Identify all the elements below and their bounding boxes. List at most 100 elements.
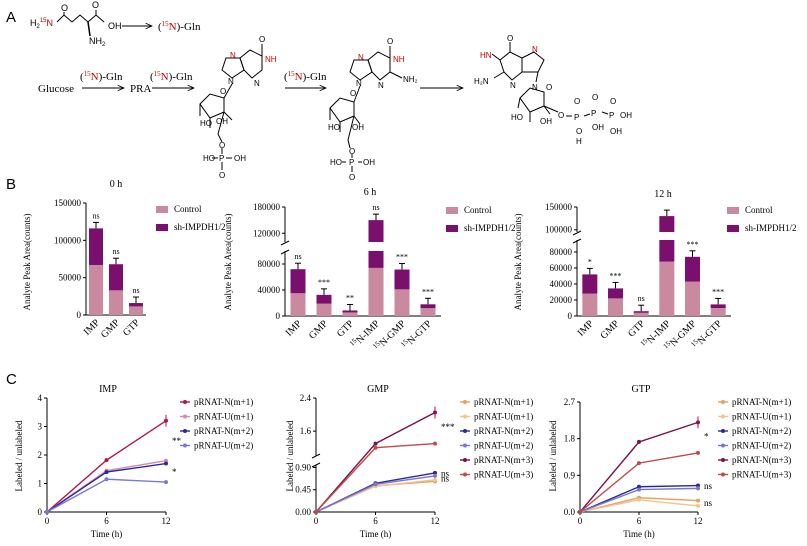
linechart-2-point [637,487,641,492]
linechart-2-legend-marker [721,400,725,404]
barchart-2-ytick-label: 150000 [545,202,573,212]
linechart-0-point [104,458,109,463]
linechart-1-axis-break [311,453,321,459]
svg-text:P: P [609,111,614,120]
linechart-0-xtick-label: 12 [162,516,171,526]
svg-text:N: N [230,51,236,60]
linechart-2-ytick-label: 0.0 [564,507,576,517]
linechart-2-legend-marker [721,414,725,419]
barchart-0-bar-control [129,306,143,315]
svg-text:N: N [358,53,364,62]
svg-text:OH: OH [620,111,632,120]
svg-text:N: N [254,79,260,88]
linechart-2-xlabel: Time (h) [623,529,654,539]
panel-label-a: A [6,9,16,26]
linechart-0-ytick-label: 4 [38,393,43,403]
linechart-2-point [696,483,700,488]
linechart-1-xtick-label: 0 [314,516,319,526]
barchart-0-ytick-label: 150000 [54,198,82,208]
svg-text:N: N [228,77,234,86]
svg-text:OH: OH [363,158,375,167]
svg-text:N: N [378,81,384,90]
linechart-0-point [164,461,168,466]
linechart-2-significance: ns [704,498,713,508]
barchart-2-bar-control [685,281,700,316]
svg-text:O: O [219,141,225,150]
svg-text:N: N [532,83,538,92]
linechart-0-significance: * [172,467,177,477]
barchart-2-significance: *** [712,287,724,296]
svg-text:HO: HO [330,158,342,167]
linechart-0-ytick-label: 3 [38,422,43,432]
linechart-1-xtick-label: 6 [373,516,378,526]
linechart-1-legend-marker [463,400,467,404]
barchart-1-legend-label: sh-IMPDH1/2 [464,223,516,233]
svg-text:O: O [350,89,356,98]
linechart-1-legend-marker [463,443,467,448]
linechart-1-point [433,477,437,482]
barchart-1-significance: ** [346,293,354,302]
svg-text:HO: HO [328,123,340,132]
linechart-0-legend-label: pRNAT-N(m+2) [194,426,253,436]
linechart-1-legend-label: pRNAT-N(m+1) [474,397,533,407]
barchart-1-bar-control [316,303,332,316]
linechart-2-xtick-label: 0 [578,516,583,526]
pra-label: PRA [130,83,151,95]
linechart-2-legend-label: pRNAT-N(m+1) [732,397,791,407]
barchart-0-bar-sh [89,228,103,265]
barchart-2-ytick-label: 20000 [550,295,573,305]
linechart-1-legend-label: pRNAT-U(m+2) [474,441,533,451]
gln-amide-nitrogen: H215N [30,18,53,30]
barchart-1-significance: *** [396,253,408,262]
barchart-1-ytick-label: 0 [276,311,281,321]
linechart-0-point [164,480,168,485]
svg-text:OH: OH [216,117,228,126]
barchart-0-xtick-label: GTP [121,317,142,338]
linechart-2-point [696,498,700,503]
linechart-1-legend-label: pRNAT-N(m+3) [474,455,533,465]
svg-text:O: O [592,93,598,102]
linechart-1-significance: *** [441,422,455,432]
svg-text:O: O [349,147,355,156]
gmp-atoms: N N O NH N NH₂ O HO OH O P HO OH O [328,37,418,182]
linechart-0-legend-marker [183,414,187,419]
barchart-2-significance: *** [610,271,622,280]
barchart-0-legend-swatch [156,206,168,213]
linechart-1-point [373,482,378,487]
linechart-2-ytick-label: 2.7 [564,397,576,407]
linechart-2-significance: ns [704,481,713,491]
barchart-1-bar-sh [290,269,306,294]
svg-text:P: P [591,109,596,118]
svg-text:OH: OH [610,127,622,136]
linechart-2-point [637,484,641,489]
barchart-1-legend-swatch [446,225,458,232]
barchart-0-legend-label: Control [174,204,202,214]
linechart-0-point [104,477,109,482]
linechart-1-ytick-label: 1.6 [300,426,312,436]
barchart-1-legend-swatch [446,207,458,214]
barchart-2-bar-break [658,232,676,240]
barchart-0-title: 0 h [110,179,123,190]
barchart-1-significance: *** [318,278,330,287]
svg-text:HN: HN [480,51,492,60]
barchart-2-bar-control [659,261,675,316]
linechart-2-legend-label: pRNAT-U(m+1) [732,412,791,422]
barchart-1-title: 6 h [364,187,377,198]
svg-text:H₂N: H₂N [474,77,489,86]
linechart-1-xlabel: Time (h) [360,529,391,539]
linechart-2-legend-label: pRNAT-U(m+2) [732,441,791,451]
panel-a: A H215N O OH O NH2 (15N)-Gln Glucose (15… [6,0,632,182]
barchart-0-xtick-label: IMP [82,317,103,338]
label-15n-gln-top: (15N)-Gln [158,20,201,33]
barchart-2-significance: ns [638,294,645,303]
barchart-2-significance: *** [687,240,699,249]
svg-text:O: O [610,97,616,106]
linechart-0-point [45,510,49,514]
label-15n-gln-3: (15N)-Gln [284,70,327,83]
barchart-2-title: 12 h [654,189,672,200]
gln-acid-o: O [92,0,99,10]
svg-text:N: N [510,81,516,90]
barchart-1-xtick-label: GMP [307,318,330,341]
svg-text:O: O [349,173,355,182]
barchart-1-axis-break [280,240,290,246]
